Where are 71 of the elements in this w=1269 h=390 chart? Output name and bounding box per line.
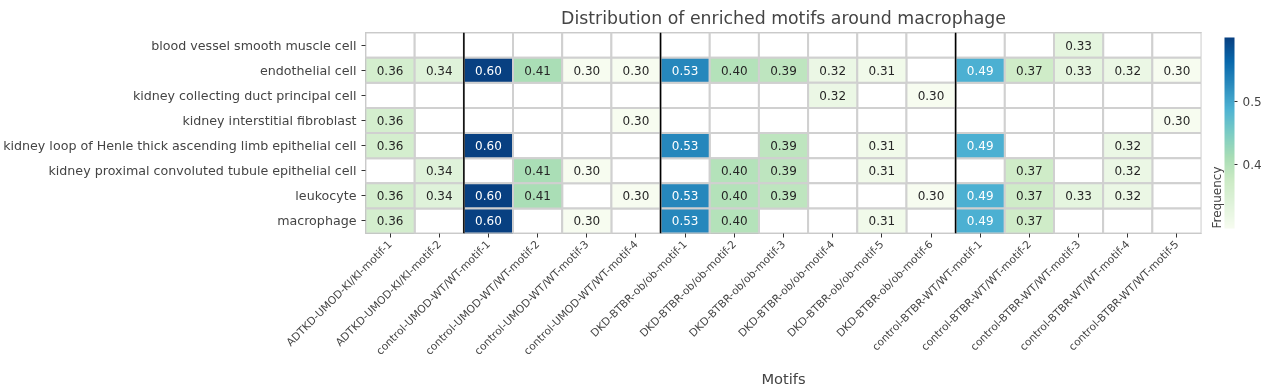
data-label: 0.30 <box>622 113 650 128</box>
data-label: 0.40 <box>720 63 748 78</box>
data-label: 0.31 <box>868 164 896 179</box>
data-label: 0.32 <box>1114 164 1142 179</box>
data-label: 0.60 <box>475 139 502 154</box>
color-bar-title: Frequency <box>1209 166 1224 229</box>
data-label: 0.30 <box>1163 113 1191 128</box>
data-label: 0.34 <box>425 63 453 78</box>
data-label: 0.53 <box>671 214 699 229</box>
data-label: 0.40 <box>720 164 748 179</box>
data-label: 0.60 <box>475 214 502 229</box>
data-label: 0.53 <box>671 139 699 154</box>
data-label: 0.41 <box>524 189 551 204</box>
data-label: 0.49 <box>966 189 994 204</box>
y-tick-label: kidney proximal convoluted tubule epithelial cell <box>48 163 357 179</box>
data-label: 0.31 <box>868 214 896 229</box>
data-label: 0.36 <box>376 214 404 229</box>
y-tick-label: blood vessel smooth muscle cell <box>151 37 357 53</box>
data-label: 0.49 <box>966 63 994 78</box>
data-label: 0.32 <box>819 63 847 78</box>
data-label: 0.36 <box>376 113 404 128</box>
y-tick-label: kidney interstitial fibroblast <box>182 112 357 128</box>
data-label: 0.37 <box>1016 214 1043 229</box>
data-label: 0.39 <box>770 139 797 154</box>
data-label: 0.41 <box>524 164 551 179</box>
data-label: 0.34 <box>425 164 453 179</box>
color-bar-label: 0.4 <box>1242 158 1262 173</box>
data-label: 0.33 <box>1065 63 1092 78</box>
y-tick-label: kidney loop of Henle thick ascending limb epithelial cell <box>3 138 357 154</box>
data-label: 0.30 <box>573 63 601 78</box>
data-label: 0.60 <box>475 189 502 204</box>
y-tick-label: kidney collecting duct principal cell <box>132 87 357 103</box>
data-label: 0.37 <box>1016 164 1043 179</box>
data-label: 0.36 <box>376 189 404 204</box>
data-label: 0.49 <box>966 214 994 229</box>
data-label: 0.53 <box>671 189 699 204</box>
data-label: 0.60 <box>475 63 502 78</box>
y-tick-label: leukocyte <box>295 188 357 204</box>
data-label: 0.33 <box>1065 189 1092 204</box>
data-label: 0.49 <box>966 139 994 154</box>
data-label: 0.37 <box>1016 189 1043 204</box>
data-label: 0.39 <box>770 164 797 179</box>
data-label: 0.32 <box>819 88 847 103</box>
data-label: 0.37 <box>1016 63 1043 78</box>
data-label: 0.39 <box>770 63 797 78</box>
data-label: 0.30 <box>917 88 945 103</box>
data-label: 0.30 <box>622 63 650 78</box>
data-label: 0.30 <box>1163 63 1191 78</box>
data-label: 0.30 <box>573 164 601 179</box>
x-axis-title: Motifs <box>761 370 806 388</box>
data-label: 0.30 <box>573 214 601 229</box>
y-tick-label: macrophage <box>277 213 357 229</box>
data-label: 0.31 <box>868 63 896 78</box>
data-label: 0.41 <box>524 63 551 78</box>
data-label: 0.53 <box>671 63 699 78</box>
data-label: 0.36 <box>376 139 404 154</box>
data-label: 0.40 <box>720 189 748 204</box>
data-label: 0.32 <box>1114 63 1142 78</box>
data-label: 0.30 <box>622 189 650 204</box>
chart-title: Distribution of enriched motifs around macrophage <box>561 7 1006 28</box>
data-label: 0.40 <box>720 214 748 229</box>
data-label: 0.32 <box>1114 189 1142 204</box>
data-label: 0.39 <box>770 189 797 204</box>
y-tick-label: endothelial cell <box>260 62 357 78</box>
data-label: 0.33 <box>1065 38 1092 53</box>
data-label: 0.34 <box>425 189 453 204</box>
data-label: 0.36 <box>376 63 404 78</box>
data-label: 0.31 <box>868 139 896 154</box>
data-label: 0.32 <box>1114 139 1142 154</box>
color-bar-label: 0.5 <box>1242 94 1262 109</box>
data-label: 0.30 <box>917 189 945 204</box>
